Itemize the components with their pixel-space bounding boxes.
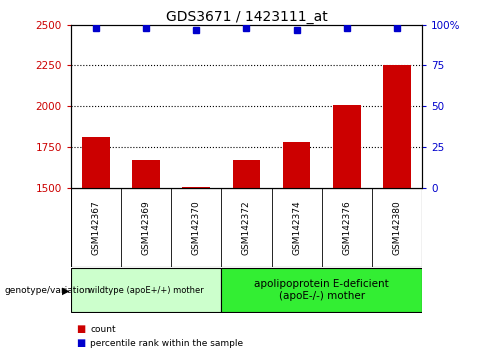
- Bar: [82, 137, 110, 188]
- Text: ▶: ▶: [62, 285, 69, 295]
- Text: wildtype (apoE+/+) mother: wildtype (apoE+/+) mother: [88, 286, 204, 295]
- Text: GSM142380: GSM142380: [392, 200, 402, 255]
- Bar: [333, 104, 361, 188]
- Bar: [222, 268, 422, 312]
- Bar: [71, 268, 222, 312]
- Text: GSM142369: GSM142369: [142, 200, 151, 255]
- Text: percentile rank within the sample: percentile rank within the sample: [90, 339, 244, 348]
- Text: GSM142376: GSM142376: [342, 200, 351, 255]
- Text: ■: ■: [76, 324, 85, 334]
- Bar: [183, 187, 210, 188]
- Bar: [283, 142, 310, 188]
- Bar: [383, 65, 411, 188]
- Text: GSM142367: GSM142367: [91, 200, 101, 255]
- Bar: [132, 160, 160, 188]
- Text: count: count: [90, 325, 116, 334]
- Text: GSM142372: GSM142372: [242, 200, 251, 255]
- Bar: [233, 160, 260, 188]
- Text: GSM142370: GSM142370: [192, 200, 201, 255]
- Text: GSM142374: GSM142374: [292, 200, 301, 255]
- Title: GDS3671 / 1423111_at: GDS3671 / 1423111_at: [165, 10, 327, 24]
- Text: genotype/variation: genotype/variation: [5, 286, 91, 295]
- Text: ■: ■: [76, 338, 85, 348]
- Text: apolipoprotein E-deficient
(apoE-/-) mother: apolipoprotein E-deficient (apoE-/-) mot…: [254, 279, 389, 301]
